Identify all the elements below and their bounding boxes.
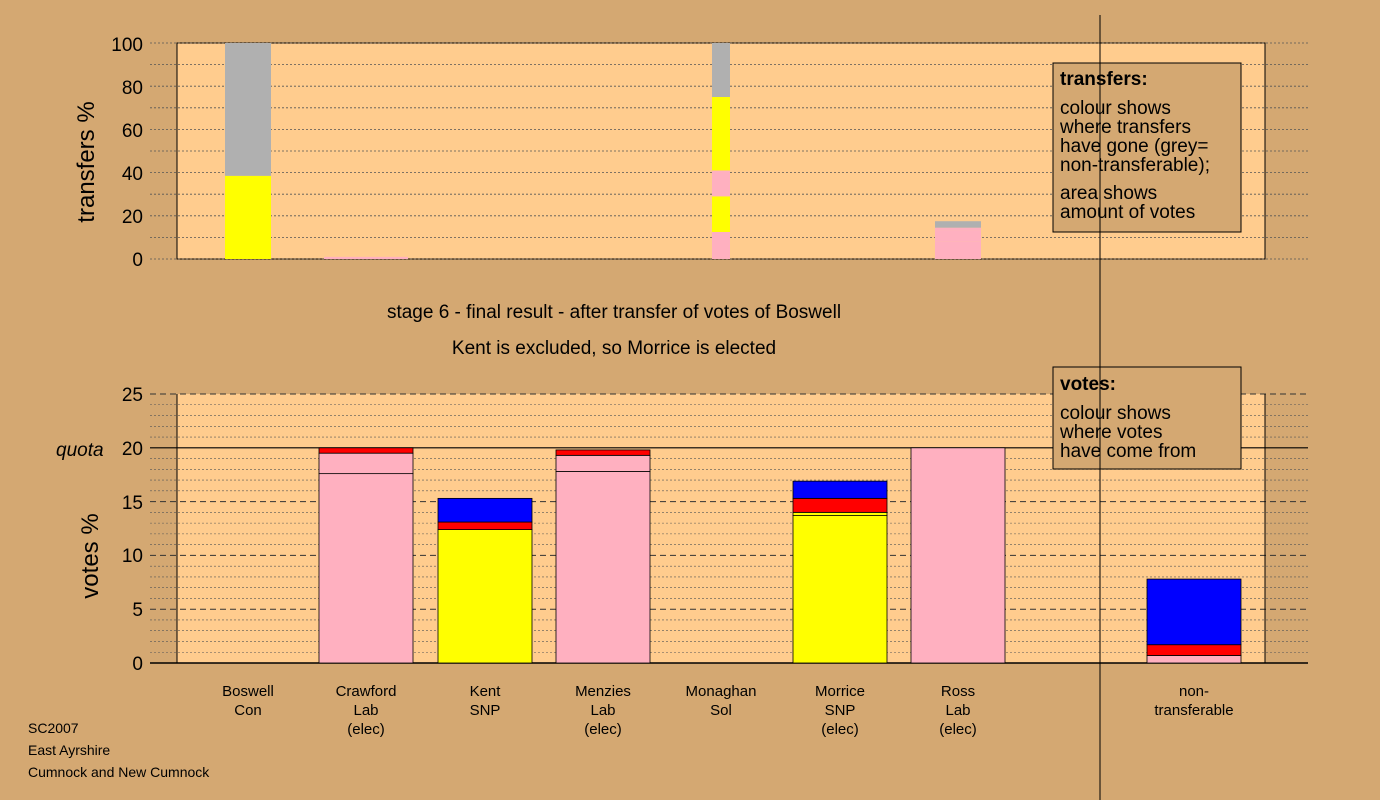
candidate-label: Con bbox=[234, 702, 262, 719]
candidate-label: (elec) bbox=[821, 721, 859, 738]
votes-tick-label: 10 bbox=[122, 546, 143, 567]
transfer-segment bbox=[712, 232, 730, 259]
transfers-tick-label: 20 bbox=[122, 207, 143, 228]
vote-segment bbox=[318, 447, 414, 454]
votes-tick-label: 20 bbox=[122, 439, 143, 460]
footer-ward: Cumnock and New Cumnock bbox=[28, 764, 210, 780]
votes-tick-label: 15 bbox=[122, 493, 143, 514]
vote-segment bbox=[555, 454, 651, 472]
vote-segment bbox=[910, 447, 1006, 664]
transfer-segment bbox=[935, 241, 981, 259]
candidate-label: Lab bbox=[590, 702, 615, 719]
transfers-bars bbox=[225, 43, 981, 259]
quota-label: quota bbox=[56, 440, 104, 461]
votes-legend-title: votes: bbox=[1060, 374, 1116, 395]
vote-segment bbox=[792, 497, 888, 513]
transfers-legend-title: transfers: bbox=[1060, 69, 1148, 90]
candidate-label: (elec) bbox=[347, 721, 385, 738]
transfers-legend: transfers: colour shows where transfers … bbox=[1052, 62, 1242, 233]
transfer-segment bbox=[935, 227, 981, 231]
vote-segment bbox=[555, 449, 651, 456]
transfers-legend-line: area shows bbox=[1060, 183, 1157, 204]
candidate-label: Lab bbox=[945, 702, 970, 719]
candidate-label: Sol bbox=[710, 702, 732, 719]
votes-y-axis-label: votes % bbox=[77, 513, 104, 598]
vote-segment bbox=[437, 497, 533, 523]
vote-segment bbox=[792, 480, 888, 499]
candidate-label: Morrice bbox=[815, 683, 865, 700]
vote-segment bbox=[437, 521, 533, 530]
transfers-tick-label: 80 bbox=[122, 78, 143, 99]
transfers-y-ticks: 0 20 40 60 80 100 bbox=[111, 35, 143, 271]
transfer-segment bbox=[712, 97, 730, 171]
candidate-label: Ross bbox=[941, 683, 975, 700]
vote-segment bbox=[1146, 578, 1242, 646]
transfers-legend-line: non-transferable); bbox=[1060, 155, 1210, 176]
vote-segment bbox=[792, 515, 888, 664]
transfer-segment bbox=[712, 43, 730, 97]
candidate-label: Lab bbox=[353, 702, 378, 719]
votes-tick-label: 0 bbox=[132, 654, 143, 675]
transfers-legend-line: where transfers bbox=[1059, 117, 1191, 138]
footer-election: SC2007 bbox=[28, 720, 79, 736]
vote-segment bbox=[1146, 655, 1242, 664]
stage-title: stage 6 - final result - after transfer … bbox=[387, 302, 841, 323]
stage-subtitle: Kent is excluded, so Morrice is elected bbox=[452, 338, 776, 359]
candidate-label: (elec) bbox=[584, 721, 622, 738]
candidate-label: Menzies bbox=[575, 683, 631, 700]
candidate-label: Crawford bbox=[336, 683, 397, 700]
transfer-segment bbox=[225, 43, 271, 176]
votes-tick-label: 25 bbox=[122, 385, 143, 406]
candidate-label: SNP bbox=[470, 702, 501, 719]
vote-segment bbox=[1146, 644, 1242, 656]
candidate-label: SNP bbox=[825, 702, 856, 719]
transfers-legend-line: colour shows bbox=[1060, 98, 1171, 119]
transfers-tick-label: 100 bbox=[111, 35, 143, 56]
votes-tick-label: 5 bbox=[132, 600, 143, 621]
transfer-segment bbox=[712, 170, 730, 197]
candidate-labels: Boswell Con Crawford Lab (elec) Kent SNP Menzie… bbox=[222, 683, 1233, 738]
candidate-label: Monaghan bbox=[686, 683, 757, 700]
vote-segment bbox=[792, 511, 888, 516]
votes-legend-line: have come from bbox=[1060, 441, 1196, 462]
votes-bars bbox=[318, 447, 1242, 664]
transfer-segment bbox=[712, 196, 730, 232]
vote-segment bbox=[437, 529, 533, 664]
vote-segment bbox=[555, 471, 651, 664]
transfers-tick-label: 60 bbox=[122, 121, 143, 142]
candidate-label: Kent bbox=[470, 683, 502, 700]
votes-legend: votes: colour shows where votes have com… bbox=[1052, 366, 1242, 470]
transfers-tick-label: 40 bbox=[122, 164, 143, 185]
transfers-legend-box bbox=[1052, 62, 1242, 233]
candidate-label: transferable bbox=[1154, 702, 1233, 719]
votes-legend-line: where votes bbox=[1059, 422, 1162, 443]
candidate-label: non- bbox=[1179, 683, 1209, 700]
transfers-legend-line: amount of votes bbox=[1060, 202, 1195, 223]
transfer-segment bbox=[935, 230, 981, 242]
transfer-segment bbox=[324, 256, 408, 259]
vote-segment bbox=[318, 452, 414, 475]
votes-legend-line: colour shows bbox=[1060, 403, 1171, 424]
candidate-label: (elec) bbox=[939, 721, 977, 738]
transfers-y-axis-label: transfers % bbox=[73, 101, 100, 222]
votes-legend-box bbox=[1052, 366, 1242, 470]
candidate-label: Boswell bbox=[222, 683, 274, 700]
transfer-segment bbox=[935, 221, 981, 228]
votes-y-ticks: 0 5 10 15 20 25 bbox=[122, 385, 143, 675]
footer-council: East Ayrshire bbox=[28, 742, 110, 758]
transfers-legend-line: have gone (grey= bbox=[1060, 136, 1208, 157]
vote-segment bbox=[318, 473, 414, 664]
transfer-segment bbox=[225, 175, 271, 259]
transfers-tick-label: 0 bbox=[132, 250, 143, 271]
